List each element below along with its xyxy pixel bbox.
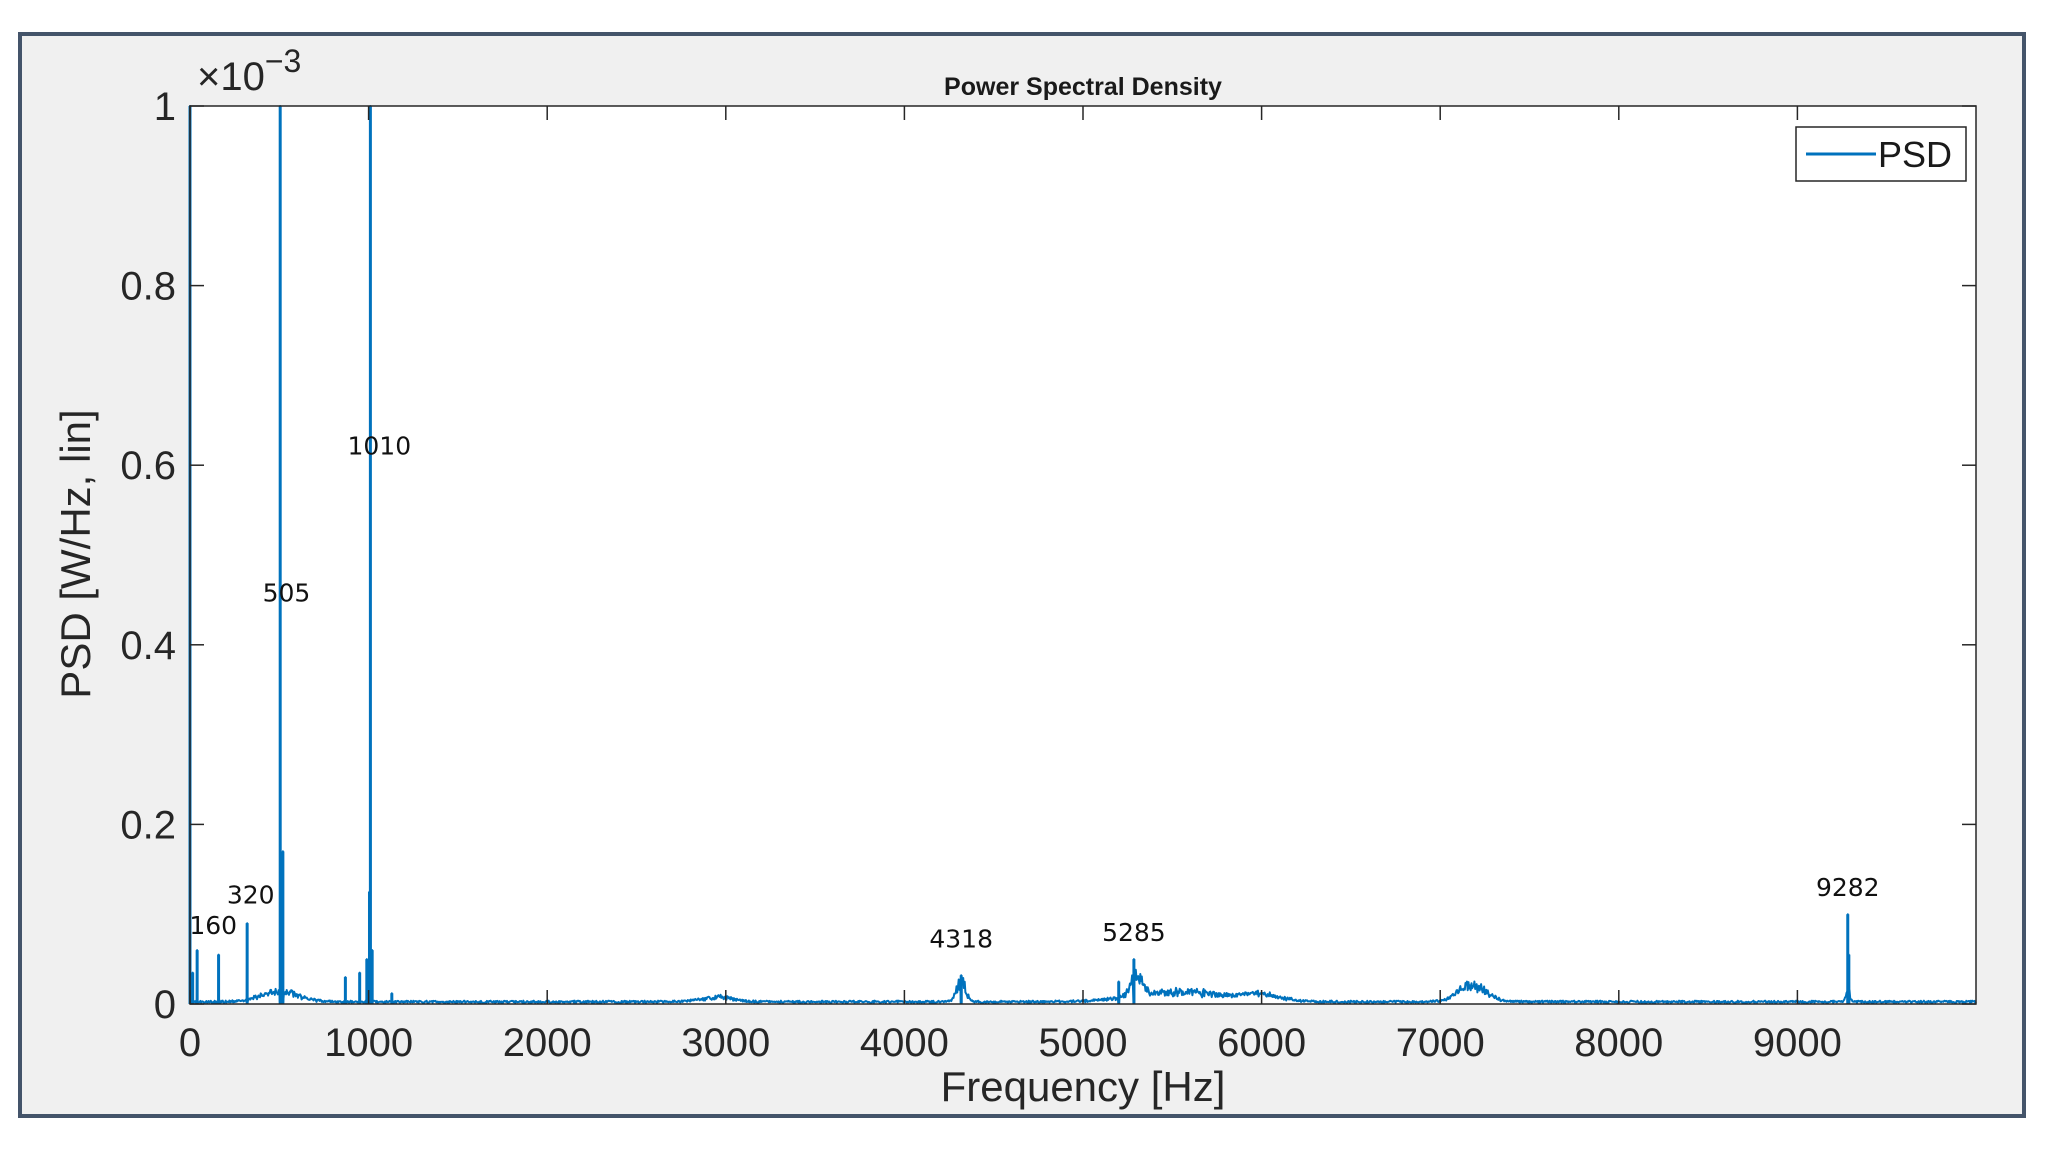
axes-layer: 0 1000 2000 3000 4000 5000 6000 7000 8000 9000 0 0.… <box>120 85 1977 1065</box>
psd-chart: 0 1000 2000 3000 4000 5000 6000 7000 8000 9000 0 0.… <box>52 43 1977 1110</box>
exponent-power: −3 <box>265 43 301 79</box>
psd-series-line <box>188 105 1977 1004</box>
exponent-base: ×10 <box>197 55 265 99</box>
x-tick-label-1000: 1000 <box>324 1021 413 1065</box>
x-axis-label: Frequency [Hz] <box>941 1063 1226 1110</box>
x-tick-label-6000: 6000 <box>1217 1021 1306 1065</box>
x-tick-label-5000: 5000 <box>1039 1021 1128 1065</box>
y-tick-label-0.4: 0.4 <box>120 624 176 668</box>
x-tick-label-2000: 2000 <box>503 1021 592 1065</box>
legend-entry-psd: PSD <box>1878 134 1952 175</box>
y-axis-exponent: ×10−3 <box>197 43 301 99</box>
annotation-1010: 1010 <box>348 431 412 460</box>
annotation-320: 320 <box>227 880 275 909</box>
y-tick-label-0.6: 0.6 <box>120 444 176 488</box>
legend: PSD <box>1795 126 1967 182</box>
x-tick-label-7000: 7000 <box>1396 1021 1485 1065</box>
chart-title: Power Spectral Density <box>944 73 1222 101</box>
annotation-5285: 5285 <box>1102 918 1166 947</box>
x-tick-label-0: 0 <box>179 1021 201 1065</box>
annotation-4318: 4318 <box>929 924 993 953</box>
x-tick-label-4000: 4000 <box>860 1021 949 1065</box>
y-tick-label-0: 0 <box>154 983 176 1027</box>
chart-frame: 0 1000 2000 3000 4000 5000 6000 7000 8000 9000 0 0.… <box>18 32 2026 1118</box>
x-tick-label-3000: 3000 <box>681 1021 770 1065</box>
annotation-505: 505 <box>263 579 311 608</box>
plot-area <box>190 106 1976 1004</box>
annotation-9282: 9282 <box>1816 873 1880 902</box>
x-tick-label-8000: 8000 <box>1574 1021 1663 1065</box>
x-tick-label-9000: 9000 <box>1753 1021 1842 1065</box>
y-tick-label-0.2: 0.2 <box>120 803 176 847</box>
annotation-160: 160 <box>189 911 237 940</box>
y-tick-label-1: 1 <box>154 85 176 129</box>
y-tick-label-0.8: 0.8 <box>120 265 176 309</box>
y-axis-label: PSD [W/Hz, lin] <box>52 409 99 698</box>
